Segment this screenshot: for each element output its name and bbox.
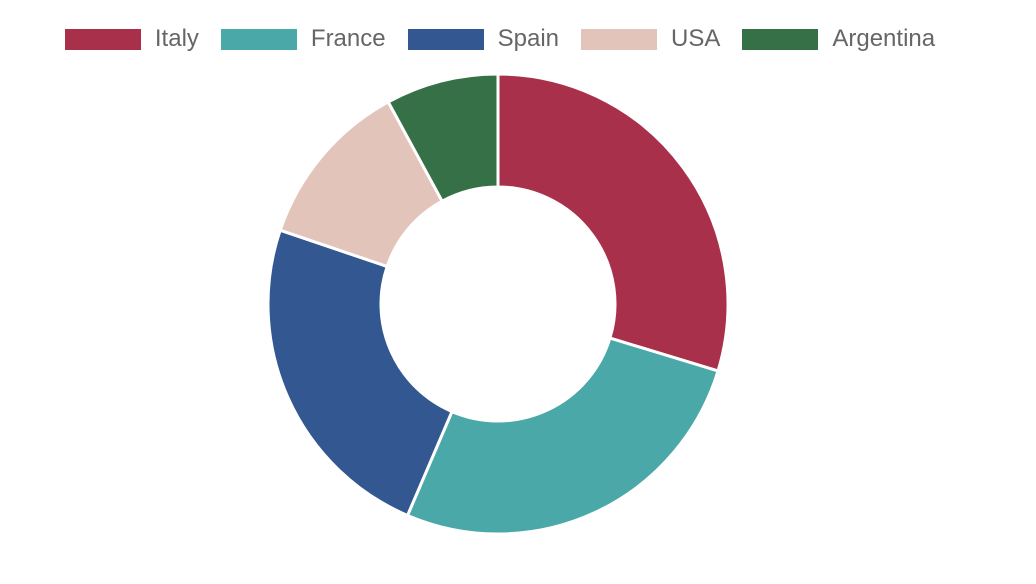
legend-swatch-argentina: [742, 28, 819, 50]
slice-france[interactable]: [405, 336, 720, 536]
legend-item-spain[interactable]: Spain: [407, 25, 559, 53]
chart-legend: Italy France Spain USA Argentina: [0, 22, 1000, 56]
slice-spain[interactable]: [266, 228, 454, 518]
slice-italy[interactable]: [496, 72, 730, 373]
legend-item-italy[interactable]: Italy: [64, 25, 199, 53]
legend-item-france[interactable]: France: [220, 25, 386, 53]
legend-swatch-france: [220, 28, 297, 50]
legend-swatch-spain: [407, 28, 484, 50]
legend-swatch-usa: [581, 28, 657, 50]
slice-argentina[interactable]: [386, 72, 500, 204]
legend-label-france: France: [310, 25, 386, 52]
legend-swatch-italy: [64, 28, 141, 50]
legend-item-argentina[interactable]: Argentina: [742, 25, 935, 53]
legend-label-italy: Italy: [154, 25, 199, 52]
legend-item-usa[interactable]: USA: [581, 25, 720, 53]
legend-label-spain: Spain: [497, 25, 559, 52]
legend-label-usa: USA: [671, 25, 721, 52]
legend-label-argentina: Argentina: [832, 25, 936, 52]
